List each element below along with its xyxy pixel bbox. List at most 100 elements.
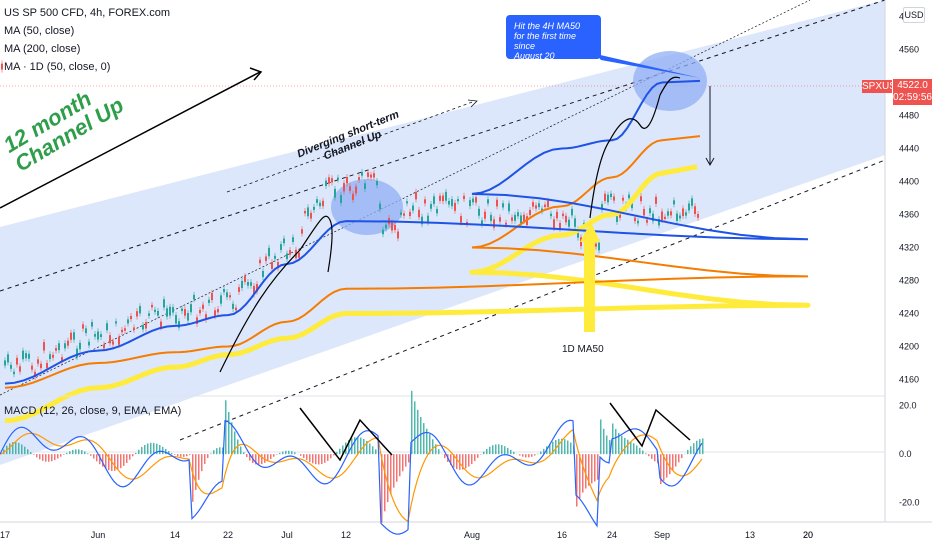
candle-body <box>616 216 618 222</box>
macd-histogram-bar <box>468 454 470 467</box>
macd-histogram-bar <box>489 446 491 455</box>
macd-histogram-bar <box>669 454 671 475</box>
macd-histogram-bar <box>309 454 311 462</box>
candle-body <box>28 353 30 359</box>
macd-histogram-bar <box>276 454 278 455</box>
macd-histogram-bar <box>525 454 527 458</box>
macd-histogram-bar <box>63 454 65 455</box>
macd-histogram-bar <box>27 449 29 455</box>
candle-body <box>484 211 486 219</box>
candle-body <box>208 299 210 303</box>
macd-legend[interactable]: MACD (12, 26, close, 9, EMA, EMA) <box>4 405 182 417</box>
macd-histogram-bar <box>606 435 608 455</box>
macd-histogram-bar <box>288 450 290 455</box>
macd-histogram-bar <box>642 450 644 455</box>
macd-histogram-bar <box>549 443 551 455</box>
candle-body <box>598 242 600 251</box>
candle-body <box>637 220 639 224</box>
x-tick-label: 12 <box>341 530 351 540</box>
x-tick-label: 17 <box>0 530 10 540</box>
candle-body <box>286 253 288 260</box>
macd-histogram-bar <box>660 454 662 485</box>
candle-body <box>382 229 384 235</box>
candle-body <box>559 222 561 229</box>
macd-histogram-bar <box>57 454 59 459</box>
macd-histogram-bar <box>99 454 101 465</box>
candle-body <box>64 343 66 349</box>
y-tick-label: 4280 <box>899 276 919 286</box>
candle-body <box>181 308 183 312</box>
currency-badge[interactable]: USD <box>903 7 925 23</box>
legend-ma1d[interactable]: MA · 1D (50, close, 0) <box>4 61 111 73</box>
macd-histogram-bar <box>246 454 248 458</box>
candle-body <box>319 202 321 207</box>
candle-body <box>109 335 111 344</box>
macd-histogram-bar <box>357 436 359 455</box>
candle-body <box>97 331 99 340</box>
candle-body <box>607 194 609 203</box>
macd-histogram-bar <box>462 454 464 470</box>
macd-histogram-bar <box>507 447 509 455</box>
legend-ma50[interactable]: MA (50, close) <box>4 25 75 37</box>
candle-body <box>340 194 342 203</box>
candle-body <box>442 195 444 202</box>
candle-body <box>160 321 162 328</box>
candle-body <box>379 203 381 210</box>
macd-histogram-bar <box>366 440 368 455</box>
candle-body <box>499 217 501 222</box>
candle-body <box>175 315 177 324</box>
macd-histogram-bar <box>219 447 221 455</box>
macd-histogram-bar <box>675 454 677 467</box>
candle-body <box>358 177 360 181</box>
macd-histogram-bar <box>228 411 230 455</box>
macd-y-tick-label: 0.0 <box>899 449 912 459</box>
macd-histogram-bar <box>198 454 200 480</box>
macd-histogram-bar <box>315 454 317 465</box>
macd-histogram-bar <box>552 441 554 455</box>
candle-body <box>658 218 660 226</box>
candle-body <box>253 286 255 295</box>
x-tick-label: 14 <box>170 530 180 540</box>
candle-body <box>502 203 504 208</box>
candle-body <box>13 371 15 375</box>
candle-body <box>508 203 510 212</box>
candle-body <box>604 193 606 201</box>
candle-body <box>685 212 687 216</box>
macd-histogram-bar <box>534 454 536 456</box>
short-channel-arrow <box>226 100 476 193</box>
macd-histogram-bar <box>15 442 17 455</box>
macd-histogram-bar <box>519 454 521 456</box>
callout-box: Hit the 4H MA50 for the first time since… <box>506 15 601 61</box>
candle-body <box>214 310 216 317</box>
candle-body <box>619 213 621 218</box>
bar-countdown: 02:59:56 <box>893 92 932 103</box>
x-tick-label: 13 <box>745 530 755 540</box>
macd-histogram-bar <box>486 448 488 455</box>
macd-histogram-bar <box>123 454 125 466</box>
macd-histogram-bar <box>84 451 86 455</box>
macd-histogram-bar <box>306 454 308 460</box>
macd-histogram-bar <box>444 454 446 459</box>
candle-body <box>373 173 375 178</box>
candle-body <box>40 363 42 369</box>
channel-lower-dashed <box>179 159 886 441</box>
legend-ma200[interactable]: MA (200, close) <box>4 43 81 55</box>
macd-histogram-bar <box>60 454 62 457</box>
candle-body <box>418 209 420 218</box>
macd-histogram-bar <box>543 448 545 455</box>
chart-title: US SP 500 CFD, 4h, FOREX.com <box>4 7 171 19</box>
macd-histogram-bar <box>417 409 419 455</box>
macd-histogram-bar <box>603 428 605 455</box>
macd-histogram-bar <box>120 454 122 469</box>
candle-body <box>67 340 69 346</box>
macd-histogram-bar <box>192 454 194 502</box>
short-channel-arrowhead <box>467 99 478 108</box>
drop-arrowhead <box>705 157 715 167</box>
macd-histogram-bar <box>69 451 71 455</box>
candle-body <box>43 342 45 351</box>
macd-histogram-bar <box>147 443 149 455</box>
macd-histogram-bar <box>48 454 50 462</box>
candle-body <box>463 195 465 200</box>
macd-histogram-bar <box>108 454 110 471</box>
